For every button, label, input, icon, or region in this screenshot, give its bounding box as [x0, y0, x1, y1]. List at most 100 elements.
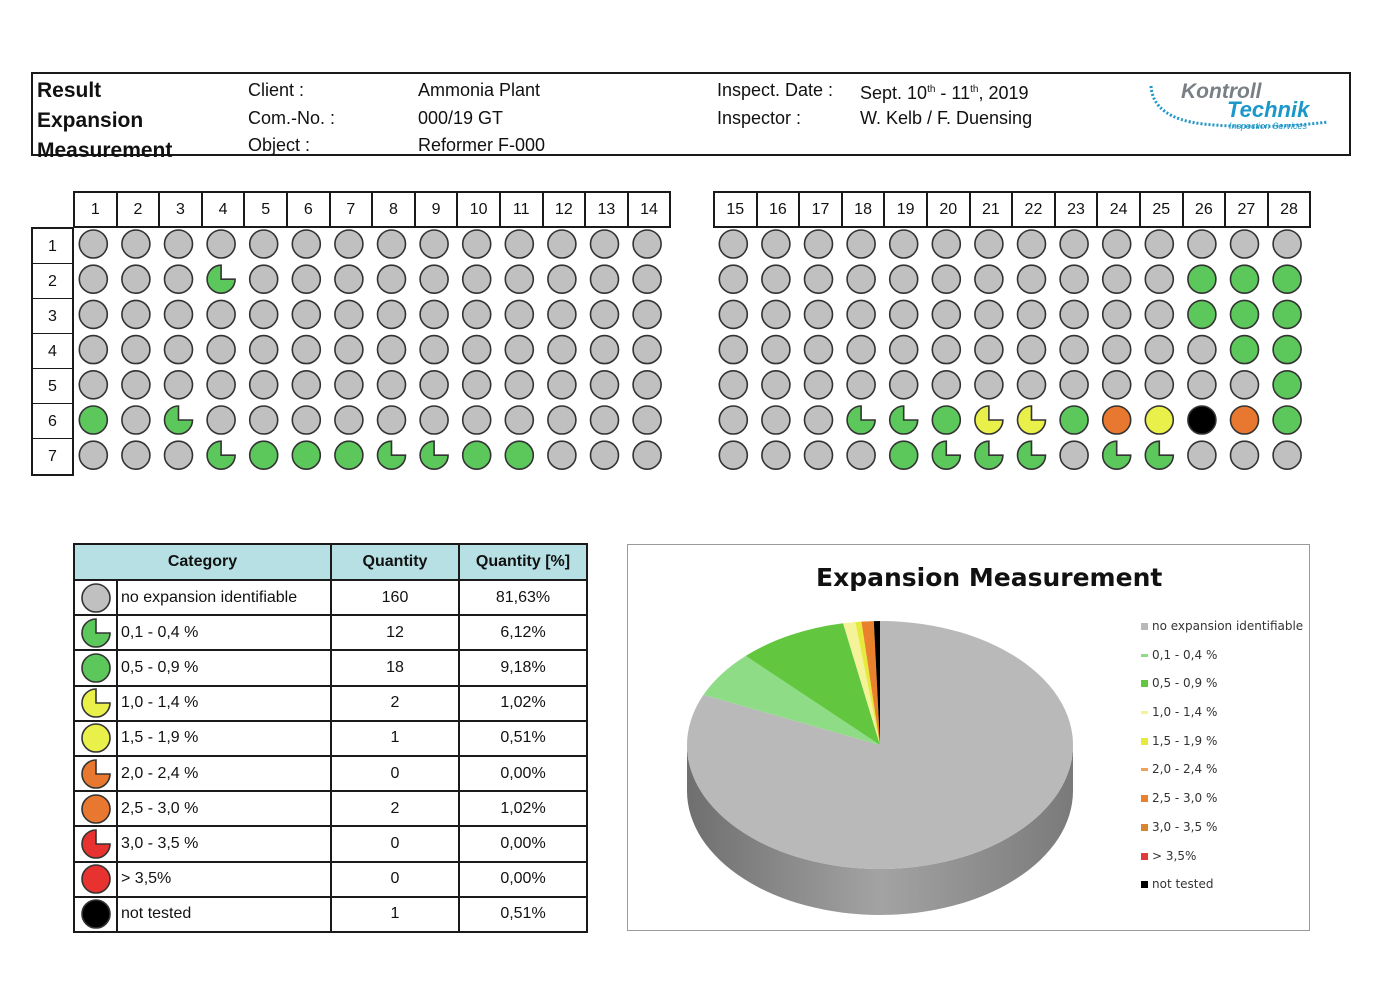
tube-circle-green-icon: [888, 440, 919, 471]
tube-circle-grey-icon: [78, 229, 109, 259]
tube-partial-green-icon: [846, 405, 876, 435]
column-number: 13: [584, 191, 629, 228]
tube-circle-grey-icon: [846, 299, 876, 330]
category-label: 2,0 - 2,4 %: [116, 754, 332, 793]
category-percent: 0,00%: [458, 754, 588, 793]
tube-circle-grey-icon: [589, 369, 620, 400]
category-icon-cell: [73, 895, 118, 933]
tube-circle-grey-icon: [504, 264, 535, 295]
category-icon-svg: [80, 723, 111, 754]
category-percent: 6,12%: [458, 614, 588, 652]
category-percent: 81,63%: [458, 578, 588, 617]
circle-yellow-icon: [80, 723, 111, 754]
tube-circle-grey-icon: [803, 299, 834, 330]
column-number: 6: [285, 191, 331, 228]
column-number: 19: [883, 191, 928, 228]
column-number: 2: [115, 191, 161, 228]
category-label: 3,0 - 3,5 %: [116, 825, 332, 863]
tube-circle-grey-icon: [163, 299, 194, 330]
column-number: 17: [798, 191, 843, 228]
category-icon-svg: [80, 617, 111, 648]
category-label: 0,5 - 0,9 %: [116, 649, 332, 687]
tube-partial-green-icon: [1016, 440, 1047, 470]
tube-partial-green-icon: [206, 264, 236, 294]
category-icon-cell: [73, 614, 118, 652]
tube-circle-grey-icon: [846, 440, 876, 471]
tube-partial-green-icon: [1144, 440, 1175, 470]
tube-circle-grey-icon: [1144, 299, 1175, 330]
tube-circle-grey-icon: [632, 264, 662, 295]
tube-circle-grey-icon: [78, 264, 109, 295]
category-quantity: 0: [330, 825, 460, 863]
category-label: 1,5 - 1,9 %: [116, 719, 332, 757]
tube-circle-grey-icon: [121, 299, 151, 330]
comno-value: 000/19 GT: [418, 108, 504, 128]
column-number: 11: [498, 191, 544, 228]
tube-circle-grey-icon: [1187, 334, 1217, 365]
tube-circle-green-icon: [291, 440, 322, 471]
tube-circle-grey-icon: [248, 369, 279, 400]
tube-circle-grey-icon: [803, 405, 834, 435]
tube-circle-green-icon: [334, 440, 364, 471]
tube-circle-grey-icon: [589, 334, 620, 365]
category-percent: 1,02%: [458, 684, 588, 722]
tube-circle-grey-icon: [461, 405, 492, 435]
tube-circle-grey-icon: [504, 334, 535, 365]
legend-swatch: [1141, 653, 1148, 657]
category-icon-svg: [80, 864, 111, 894]
tube-circle-grey-icon: [248, 229, 279, 259]
tube-circle-green-icon: [1059, 405, 1089, 435]
category-icon-cell: [73, 719, 118, 757]
tube-circle-grey-icon: [376, 264, 407, 295]
tube-circle-grey-icon: [547, 405, 577, 435]
legend-label: 1,0 - 1,4 %: [1152, 705, 1218, 720]
legend-label: 1,5 - 1,9 %: [1152, 733, 1218, 748]
tube-circle-grey-icon: [547, 440, 577, 471]
tube-circle-grey-icon: [206, 334, 236, 365]
tube-circle-grey-icon: [376, 405, 407, 435]
legend-label: 2,0 - 2,4 %: [1152, 762, 1218, 777]
tube-partial-green-icon: [888, 405, 919, 435]
legend-swatch: [1141, 852, 1148, 860]
column-number: 21: [968, 191, 1014, 228]
tube-circle-grey-icon: [1101, 334, 1132, 365]
column-number: 14: [626, 191, 672, 228]
tube-circle-grey-icon: [376, 369, 407, 400]
category-icon-svg: [80, 829, 111, 859]
tube-circle-grey-icon: [121, 334, 151, 365]
row-number: 4: [33, 334, 72, 369]
tube-circle-grey-icon: [291, 299, 322, 330]
tube-circle-grey-icon: [803, 264, 834, 295]
tube-circle-grey-icon: [761, 229, 791, 259]
row-number: 6: [33, 404, 72, 439]
tube-circle-grey-icon: [718, 440, 749, 471]
tube-circle-grey-icon: [1059, 299, 1089, 330]
category-icon-svg: [80, 688, 111, 718]
circle-orange-icon: [80, 793, 111, 824]
tube-circle-grey-icon: [931, 229, 962, 259]
category-label: 0,1 - 0,4 %: [116, 614, 332, 652]
tube-circle-grey-icon: [761, 369, 791, 400]
tube-circle-grey-icon: [1016, 229, 1047, 259]
tube-circle-grey-icon: [163, 229, 194, 259]
legend-swatch: [1141, 711, 1148, 715]
column-number: 9: [413, 191, 459, 228]
tube-circle-grey-icon: [846, 334, 876, 365]
tube-circle-grey-icon: [78, 369, 109, 400]
legend-swatch: [1141, 680, 1148, 688]
header-quantity: Quantity: [330, 543, 460, 581]
tube-circle-grey-icon: [589, 299, 620, 330]
column-number: 8: [371, 191, 416, 228]
client-value: Ammonia Plant: [418, 80, 541, 100]
report-title-line1: Result: [37, 79, 102, 102]
tube-circle-grey-icon: [461, 369, 492, 400]
tube-circle-green-icon: [1272, 264, 1302, 295]
category-quantity: 2: [330, 684, 460, 722]
column-number: 18: [840, 191, 886, 228]
tube-circle-grey-icon: [718, 334, 749, 365]
tube-circle-grey-icon: [1059, 440, 1089, 471]
column-number: 22: [1011, 191, 1056, 228]
tube-circle-grey-icon: [121, 229, 151, 259]
tube-circle-grey-icon: [291, 334, 322, 365]
tube-circle-grey-icon: [1101, 229, 1132, 259]
